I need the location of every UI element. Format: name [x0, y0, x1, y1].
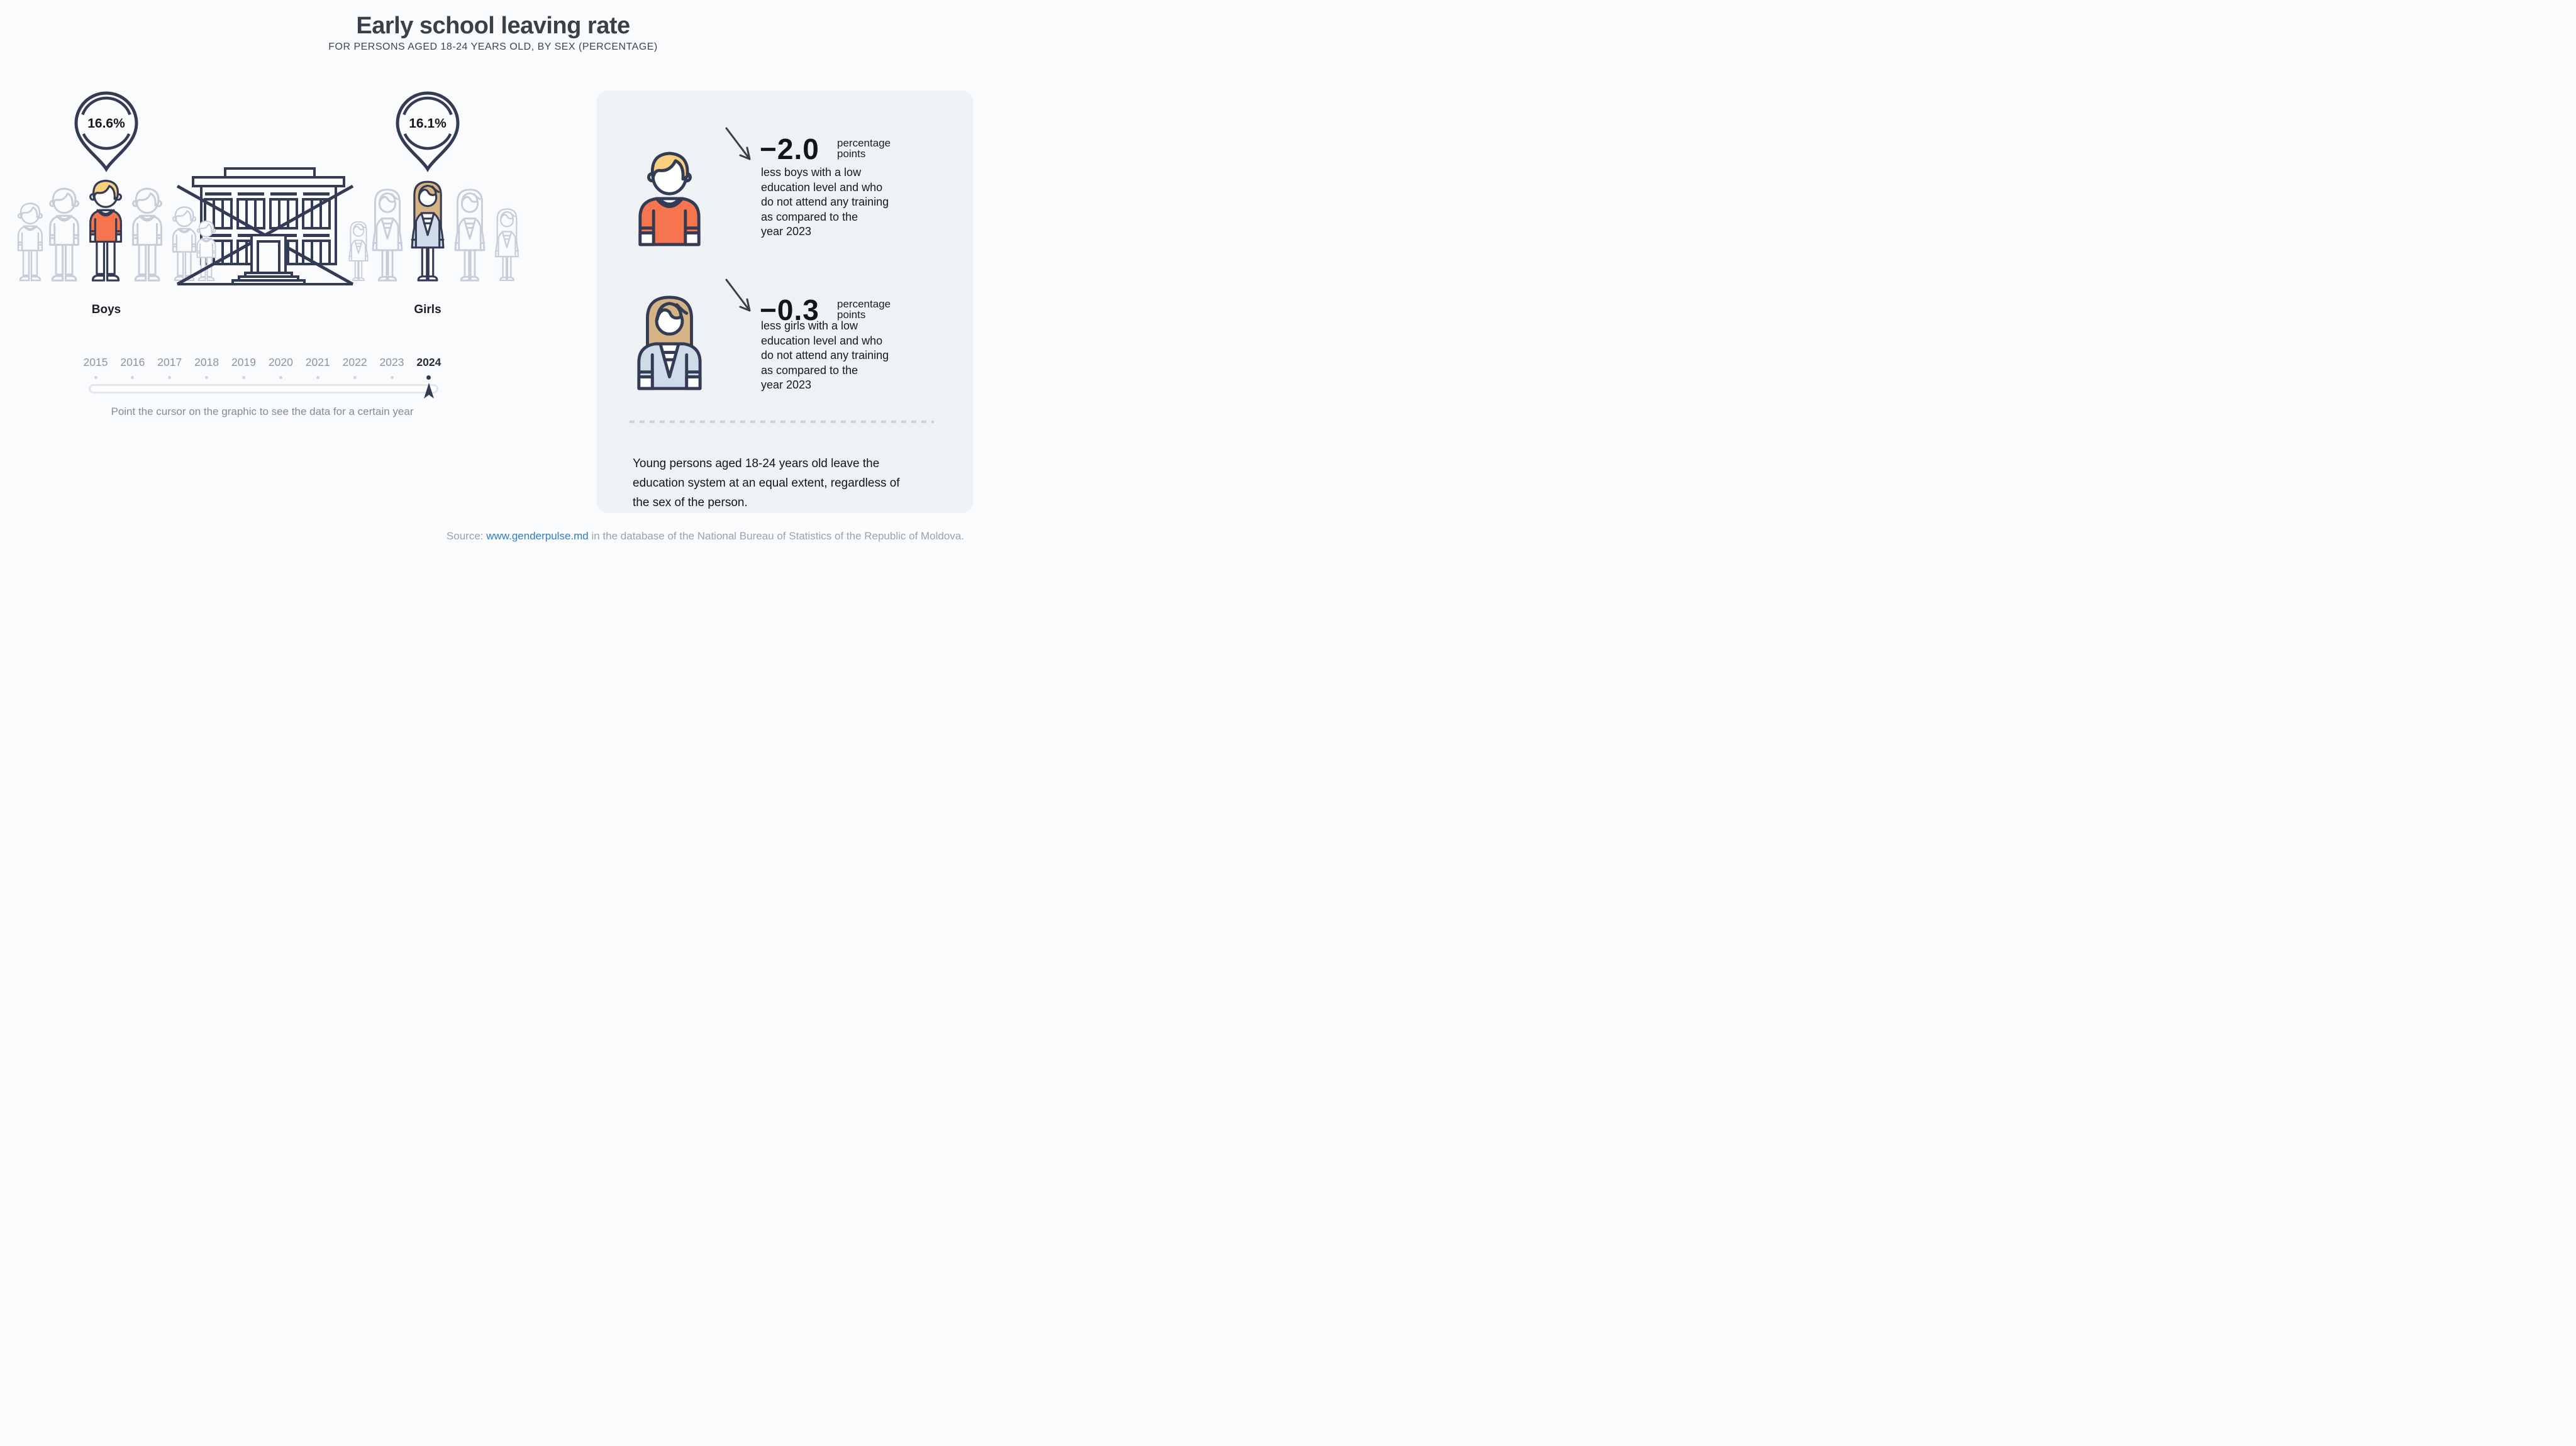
girl-highlighted-figure: [412, 182, 443, 280]
year-2023[interactable]: 2023: [379, 356, 404, 368]
year-2017[interactable]: 2017: [157, 356, 182, 368]
girls-value: 16.1%: [409, 116, 447, 131]
decrease-arrow-icon: [725, 279, 751, 312]
infographic-page: Early school leaving rate FOR PERSONS AG…: [0, 0, 986, 553]
timeline-track[interactable]: [89, 384, 438, 394]
text-line: as compared to the: [761, 363, 858, 377]
timeline-dot[interactable]: [353, 375, 357, 379]
girls-delta-value: −0.3: [760, 294, 819, 326]
timeline-cursor[interactable]: [423, 382, 435, 400]
text-line: less boys with a low: [761, 166, 862, 179]
text-line: year 2023: [761, 378, 812, 391]
comparison-panel: −2.0 percentage points less boys with a …: [597, 91, 973, 513]
timeline-dot[interactable]: [168, 375, 172, 379]
year-2024-selected[interactable]: 2024: [416, 356, 441, 368]
source-label: Source:: [446, 530, 487, 542]
boys-value-pin: 16.6%: [76, 93, 136, 169]
timeline-dot[interactable]: [242, 375, 245, 379]
boy-highlighted-figure: [90, 180, 121, 281]
page-subtitle: FOR PERSONS AGED 18-24 YEARS OLD, BY SEX…: [328, 41, 658, 52]
year-labels: 2015 2016 2017 2018 2019 2020 2021 2022 …: [77, 356, 447, 369]
unit-line: points: [837, 147, 866, 160]
boys-delta-value: −2.0: [760, 133, 819, 165]
boys-group[interactable]: [18, 180, 216, 281]
year-timeline: 2015 2016 2017 2018 2019 2020 2021 2022 …: [77, 356, 447, 406]
boys-group-label: Boys: [91, 303, 121, 316]
year-2018[interactable]: 2018: [194, 356, 219, 368]
girls-group-label: Girls: [414, 303, 441, 316]
year-2021[interactable]: 2021: [305, 356, 330, 368]
page-title: Early school leaving rate: [356, 13, 630, 39]
boys-delta-unit: percentage points: [837, 138, 891, 159]
year-2022[interactable]: 2022: [342, 356, 367, 368]
text-line: do not attend any training: [761, 349, 889, 361]
text-line: Young persons aged 18-24 years old leave…: [633, 457, 880, 470]
source-suffix: in the database of the National Bureau o…: [588, 530, 964, 542]
boys-value: 16.6%: [87, 116, 125, 131]
source-link[interactable]: www.genderpulse.md: [486, 530, 589, 542]
source-footer: Source: www.genderpulse.md in the databa…: [447, 530, 964, 543]
year-2016[interactable]: 2016: [120, 356, 145, 368]
dashed-divider: [630, 421, 934, 423]
timeline-dot[interactable]: [316, 375, 319, 379]
decrease-arrow-icon: [725, 127, 751, 160]
year-2019[interactable]: 2019: [231, 356, 256, 368]
timeline-dot[interactable]: [205, 375, 209, 379]
timeline-dot[interactable]: [279, 375, 282, 379]
timeline-dot[interactable]: [94, 375, 97, 379]
text-line: less girls with a low: [761, 319, 858, 332]
year-2015[interactable]: 2015: [83, 356, 108, 368]
unit-line: percentage: [837, 137, 891, 149]
timeline-dot[interactable]: [131, 375, 135, 379]
girls-group[interactable]: [349, 182, 518, 281]
text-line: education level and who: [761, 334, 883, 347]
girls-delta-unit: percentage points: [837, 299, 891, 320]
unit-line: percentage: [837, 298, 891, 310]
year-2020[interactable]: 2020: [268, 356, 293, 368]
text-line: year 2023: [761, 225, 812, 238]
boys-description: less boys with a low education level and…: [761, 165, 937, 240]
girls-value-pin: 16.1%: [397, 93, 458, 169]
school-entrance: [231, 234, 306, 285]
summary-text: Young persons aged 18-24 years old leave…: [633, 454, 941, 512]
timeline-dots: [77, 375, 447, 380]
unit-line: points: [837, 308, 866, 321]
girl-avatar-icon: [637, 295, 702, 390]
timeline-hint: Point the cursor on the graphic to see t…: [111, 406, 414, 417]
girls-description: less girls with a low education level an…: [761, 319, 937, 393]
text-line: the sex of the person.: [633, 496, 748, 509]
timeline-dot-selected[interactable]: [426, 375, 431, 380]
boy-avatar-icon: [638, 152, 701, 246]
timeline-dot[interactable]: [390, 375, 394, 379]
school-leaving-illustration[interactable]: 16.6% 16.1%: [6, 88, 535, 327]
text-line: education system at an equal extent, reg…: [633, 477, 900, 490]
text-line: as compared to the: [761, 210, 858, 223]
text-line: do not attend any training: [761, 196, 889, 208]
text-line: education level and who: [761, 180, 883, 194]
